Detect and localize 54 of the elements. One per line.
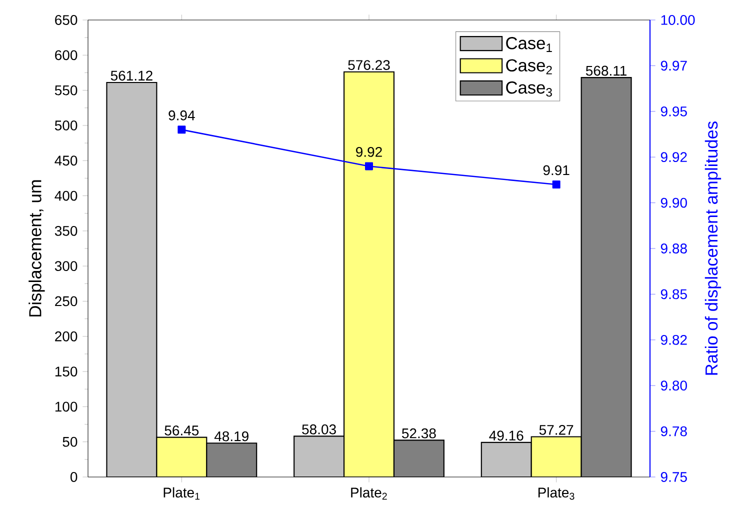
data-label: 52.38 bbox=[402, 428, 436, 438]
legend-label: Case$_{3}$ bbox=[506, 81, 552, 97]
y-tick-label: 400 bbox=[54, 190, 78, 201]
y2-tick-label: 9.82 bbox=[660, 334, 687, 345]
y-tick-label: 250 bbox=[55, 296, 78, 306]
y-tick-label: 450 bbox=[54, 156, 78, 166]
y2-tick-label: 9.90 bbox=[660, 198, 687, 208]
legend-label: Case$_{1}$ bbox=[506, 37, 552, 52]
bar bbox=[206, 442, 258, 477]
x-tick-label: Plate$_{2}$ bbox=[351, 487, 387, 500]
point bbox=[552, 180, 560, 189]
y2-tick-label: 9.95 bbox=[660, 106, 687, 116]
point bbox=[365, 162, 374, 170]
y-tick-label: 0 bbox=[70, 472, 78, 482]
bar bbox=[156, 436, 208, 477]
y2-tick-label: 9.80 bbox=[660, 380, 687, 391]
y-tick-label: 550 bbox=[54, 85, 78, 96]
data-label: 49.16 bbox=[489, 430, 524, 441]
data-label: 48.19 bbox=[214, 431, 248, 442]
y2-tick-label: 9.97 bbox=[660, 60, 687, 71]
y-tick-label: 350 bbox=[54, 226, 78, 236]
y2-axis-title: Ratio of displacement amplitudes bbox=[704, 122, 722, 375]
data-label: 576.23 bbox=[348, 60, 390, 70]
data-label: 561.12 bbox=[110, 70, 152, 81]
y-tick-label: 150 bbox=[55, 366, 78, 376]
y-tick-label: 500 bbox=[54, 120, 78, 130]
y-tick-label: 100 bbox=[55, 402, 78, 412]
x-tick-label: Plate$_{3}$ bbox=[538, 487, 574, 500]
y-axis-title: Displacement, um bbox=[28, 180, 45, 316]
y2-tick-label: 10.00 bbox=[661, 15, 695, 25]
data-label: 568.11 bbox=[586, 66, 626, 76]
y2-tick-label: 9.75 bbox=[660, 472, 687, 482]
y2-tick-label: 9.88 bbox=[660, 244, 687, 254]
bar bbox=[530, 436, 582, 477]
bar bbox=[343, 71, 395, 477]
data-label: 9.91 bbox=[543, 165, 570, 176]
y2-tick-label: 9.92 bbox=[660, 152, 687, 162]
y-tick-label: 300 bbox=[54, 261, 78, 272]
data-label: 57.27 bbox=[539, 424, 574, 435]
y-tick-label: 50 bbox=[62, 436, 78, 447]
y-tick-label: 600 bbox=[55, 50, 78, 60]
data-label: 9.94 bbox=[168, 110, 195, 120]
y-tick-label: 200 bbox=[55, 331, 78, 342]
y2-tick-label: 9.85 bbox=[660, 289, 687, 300]
bar bbox=[393, 440, 444, 477]
data-label: 56.45 bbox=[164, 426, 199, 436]
y-tick-label: 650 bbox=[55, 15, 78, 25]
bar bbox=[580, 77, 632, 477]
legend-label: Case$_{2}$ bbox=[506, 59, 552, 74]
data-label: 58.03 bbox=[302, 424, 336, 434]
y2-tick-label: 9.78 bbox=[660, 426, 687, 436]
point bbox=[178, 126, 186, 134]
x-tick-label: Plate$_{1}$ bbox=[164, 487, 200, 500]
data-label: 9.92 bbox=[356, 146, 382, 157]
